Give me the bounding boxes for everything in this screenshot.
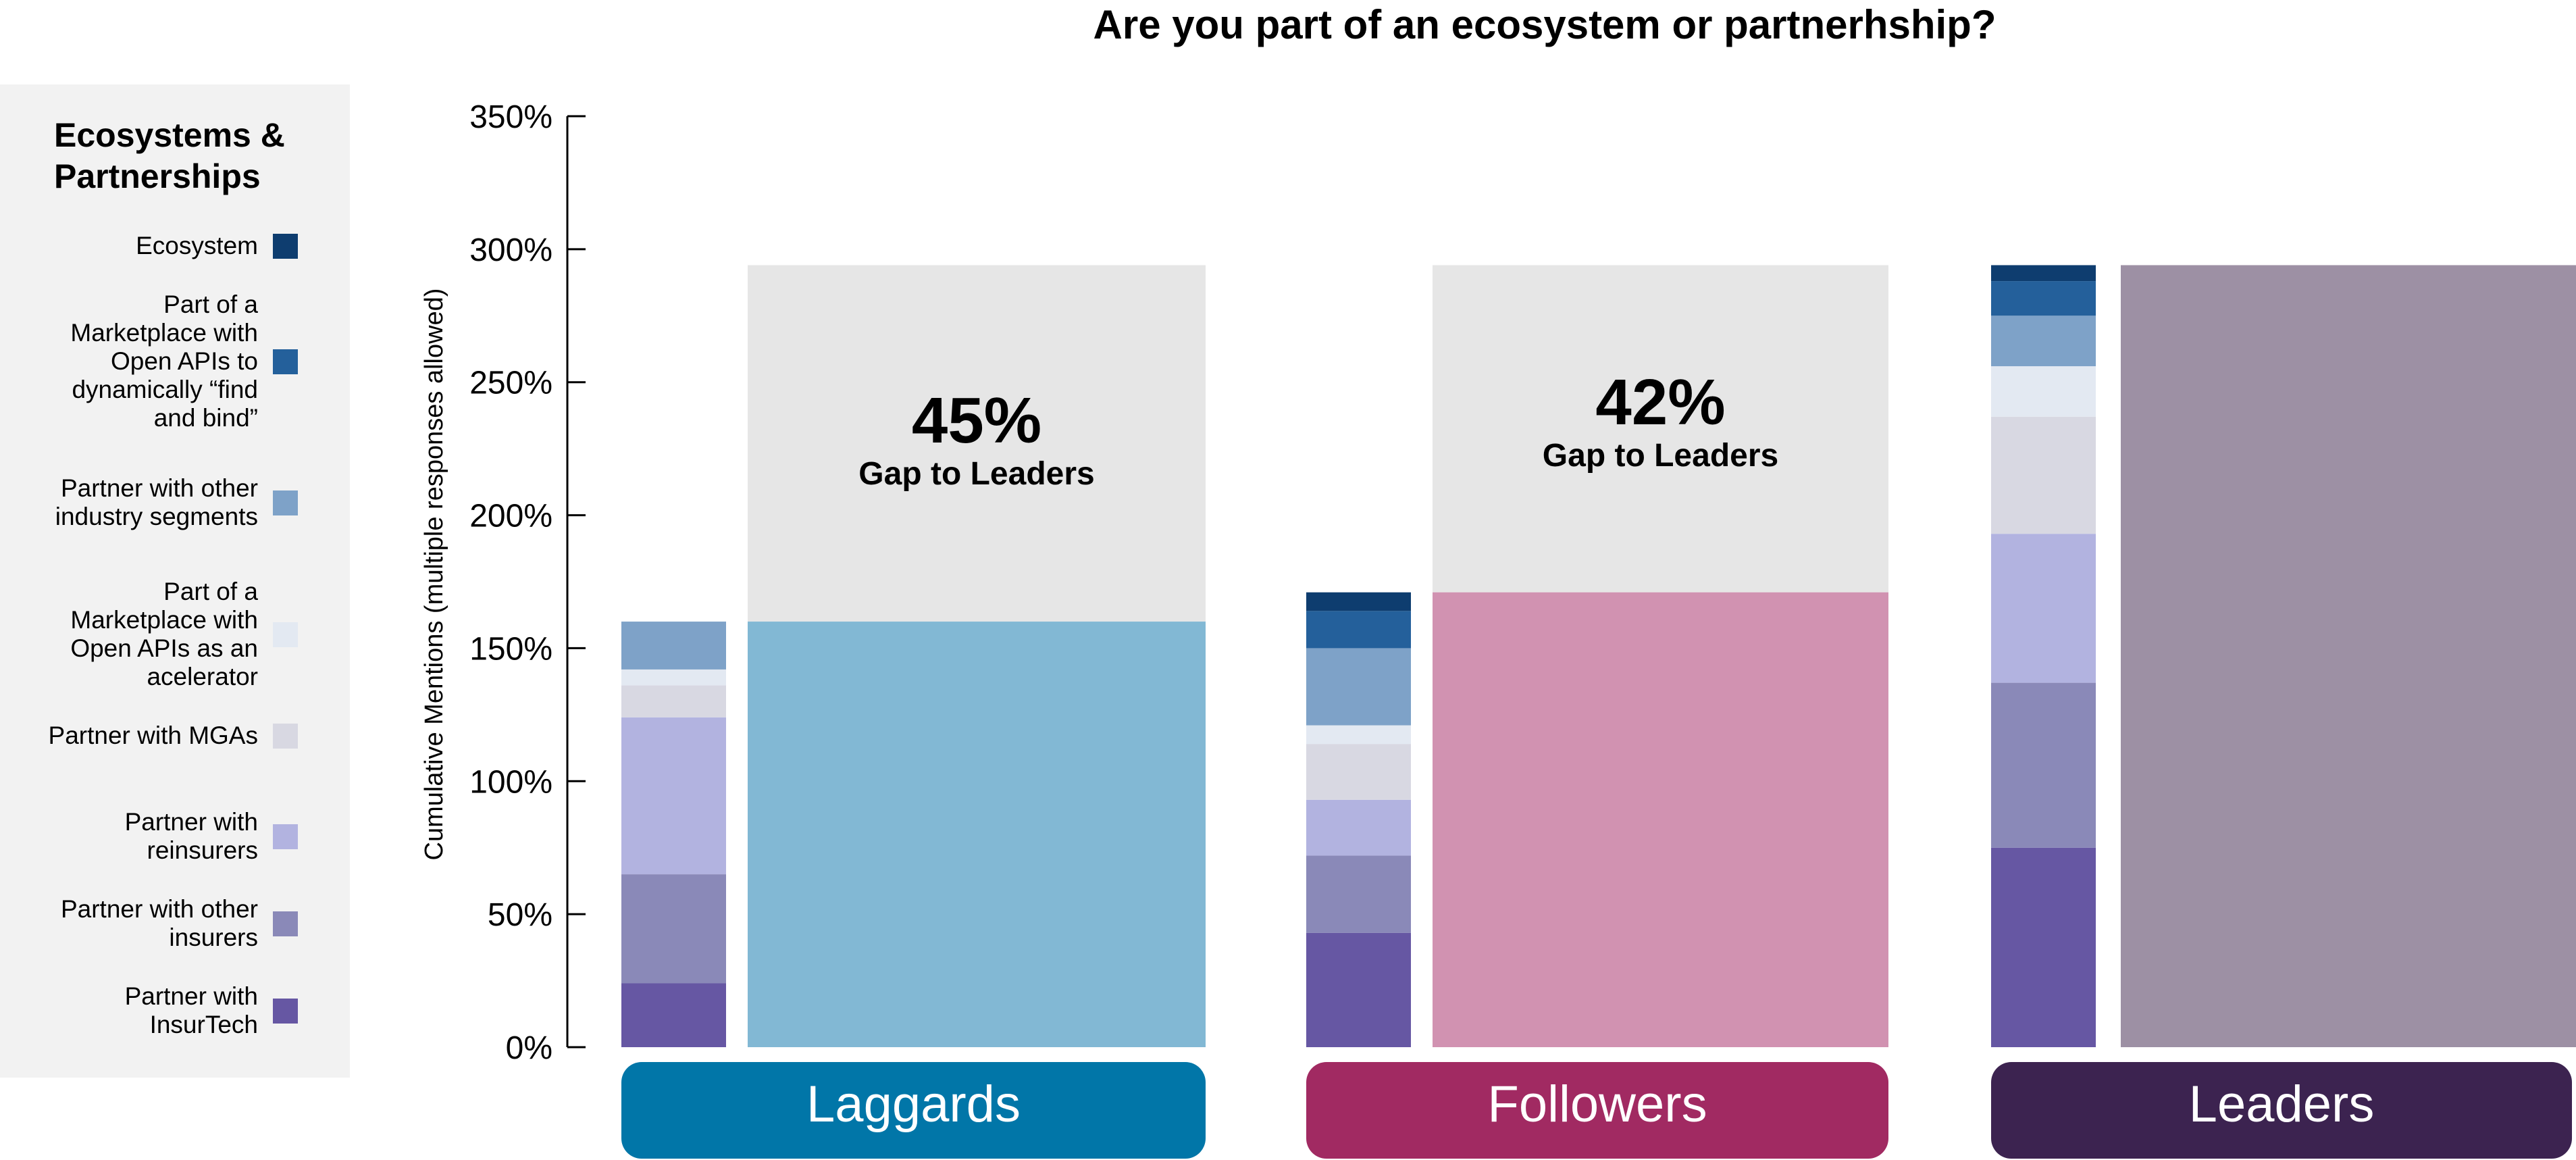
legend: Ecosystems & Partnerships Ecosystem Part … xyxy=(0,84,350,1078)
stack-segment-laggards-part-of-a-marketplace-with-open-apis-as-an-acelerator xyxy=(621,669,726,686)
total-bar-laggards xyxy=(748,622,1206,1047)
legend-swatch xyxy=(273,824,298,849)
stack-segment-laggards-partner-with-other-insurers xyxy=(621,874,726,984)
category-pill-laggards xyxy=(621,1062,1206,1159)
stack-segment-leaders-partner-with-insurtech xyxy=(1991,847,2096,1047)
category-pill-followers xyxy=(1306,1062,1888,1159)
legend-swatch xyxy=(273,490,298,515)
legend-swatch xyxy=(273,622,298,647)
stack-segment-followers-partner-with-other-industry-segments xyxy=(1306,648,1411,726)
stack-segment-leaders-partner-with-reinsurers xyxy=(1991,534,2096,683)
category-label-leaders: Leaders xyxy=(2189,1076,2375,1133)
total-bar-leaders xyxy=(2121,265,2576,1048)
y-tick-label: 350% xyxy=(469,99,552,135)
y-tick-label: 50% xyxy=(488,897,552,933)
gap-bar-laggards xyxy=(748,265,1206,622)
stack-segment-followers-partner-with-insurtech xyxy=(1306,932,1411,1047)
stack-segment-followers-partner-with-mgas xyxy=(1306,744,1411,800)
stack-segment-laggards-partner-with-insurtech xyxy=(621,983,726,1047)
legend-label: Partner with other insurers xyxy=(60,895,258,951)
stack-segment-laggards-partner-with-mgas xyxy=(621,685,726,717)
legend-swatch xyxy=(273,723,298,749)
legend-swatch xyxy=(273,349,298,374)
stack-segment-followers-part-of-a-marketplace-with-open-apis-to-dynamically-find-and-bind xyxy=(1306,611,1411,649)
stack-segment-leaders-part-of-a-marketplace-with-open-apis-as-an-acelerator xyxy=(1991,366,2096,417)
stack-segment-followers-ecosystem xyxy=(1306,592,1411,611)
legend-item-partner-with-other-insurers: Partner with other insurers xyxy=(28,895,298,952)
stack-segment-followers-partner-with-other-insurers xyxy=(1306,855,1411,933)
y-tick-label: 100% xyxy=(469,764,552,800)
legend-label: Part of a Marketplace with Open APIs to … xyxy=(70,291,258,432)
legend-item-part-of-a-marketplace-with-open-apis-to-dynamically-find-and-bind: Part of a Marketplace with Open APIs to … xyxy=(28,291,298,432)
gap-bar-followers xyxy=(1433,265,1888,592)
legend-label: Partner with InsurTech xyxy=(124,982,258,1038)
category-label-followers: Followers xyxy=(1487,1076,1707,1133)
gap-label-laggards: Gap to Leaders xyxy=(858,456,1094,492)
legend-swatch xyxy=(273,911,298,936)
legend-swatch xyxy=(273,233,298,259)
stack-segment-followers-partner-with-reinsurers xyxy=(1306,799,1411,856)
y-tick-label: 200% xyxy=(469,499,552,534)
legend-item-partner-with-reinsurers: Partner with reinsurers xyxy=(28,808,298,865)
legend-item-partner-with-insurtech: Partner with InsurTech xyxy=(28,982,298,1039)
legend-label: Ecosystem xyxy=(136,232,258,259)
category-label-laggards: Laggards xyxy=(806,1076,1021,1133)
legend-item-partner-with-mgas: Partner with MGAs xyxy=(28,722,298,750)
legend-label: Partner with other industry segments xyxy=(55,474,258,530)
y-tick-label: 0% xyxy=(506,1030,552,1066)
legend-item-partner-with-other-industry-segments: Partner with other industry segments xyxy=(28,474,298,531)
legend-label: Part of a Marketplace with Open APIs as … xyxy=(70,578,258,690)
stack-segment-leaders-partner-with-other-industry-segments xyxy=(1991,316,2096,367)
chart-title: Are you part of an ecosystem or partnerh… xyxy=(1093,2,1997,47)
y-axis: 0% 50% 100% 150% 200% 250% 300% 350% xyxy=(469,99,586,1066)
total-bar-followers xyxy=(1433,592,1888,1047)
gap-label-followers: Gap to Leaders xyxy=(1543,438,1778,474)
y-tick-label: 250% xyxy=(469,365,552,401)
legend-item-part-of-a-marketplace-with-open-apis-as-an-acelerator: Part of a Marketplace with Open APIs as … xyxy=(28,578,298,691)
y-tick-label: 300% xyxy=(469,232,552,268)
legend-swatch xyxy=(273,998,298,1024)
stack-segment-laggards-partner-with-reinsurers xyxy=(621,717,726,875)
legend-item-ecosystem: Ecosystem xyxy=(28,232,298,260)
stack-segment-laggards-partner-with-other-industry-segments xyxy=(621,622,726,670)
y-tick-label: 150% xyxy=(469,631,552,667)
stack-segment-leaders-part-of-a-marketplace-with-open-apis-to-dynamically-find-and-bind xyxy=(1991,281,2096,316)
legend-label: Partner with MGAs xyxy=(48,722,258,749)
legend-label: Partner with reinsurers xyxy=(124,808,258,864)
stack-segment-leaders-partner-with-mgas xyxy=(1991,416,2096,534)
legend-title: Ecosystems & Partnerships xyxy=(54,116,285,195)
y-axis-label: Cumulative Mentions (multiple responses … xyxy=(420,288,448,861)
stack-segment-leaders-partner-with-other-insurers xyxy=(1991,682,2096,848)
stack-segment-leaders-ecosystem xyxy=(1991,265,2096,282)
stack-segment-followers-part-of-a-marketplace-with-open-apis-as-an-acelerator xyxy=(1306,725,1411,745)
gap-value-followers: 42% xyxy=(1595,366,1725,438)
category-pill-leaders xyxy=(1991,1062,2572,1159)
gap-value-laggards: 45% xyxy=(912,384,1041,457)
